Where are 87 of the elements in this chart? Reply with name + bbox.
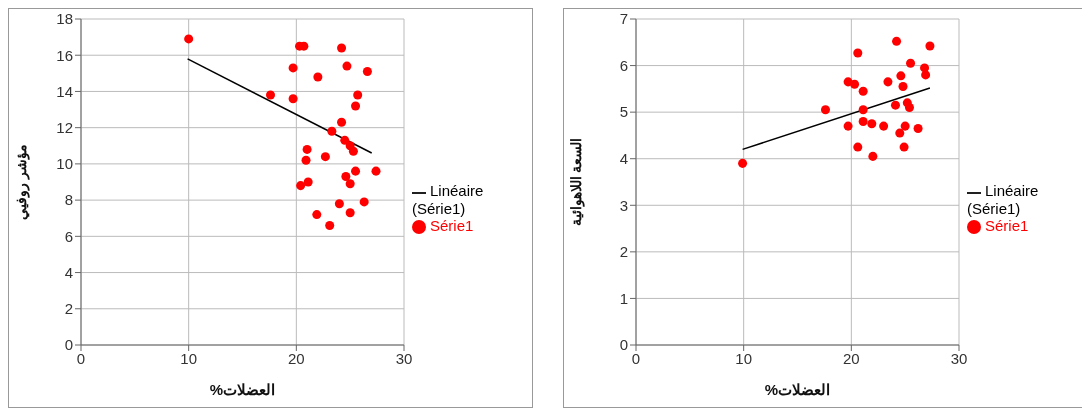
point [348,146,358,156]
point [342,61,352,71]
x-tick-label: 0 [76,349,86,367]
point [850,79,860,89]
point [320,152,330,162]
point [345,179,355,189]
x-tick-label: 20 [842,349,860,367]
point [853,48,863,58]
point [858,86,868,96]
point [867,119,877,129]
point [353,90,363,100]
y-tick-label: 18 [56,10,73,28]
y-tick-label: 0 [64,336,73,354]
y-tick-label: 10 [56,155,73,173]
x-tick-label: 0 [631,349,641,367]
x-axis-title: %العضلات [209,381,276,398]
point [288,63,298,73]
point [351,166,361,176]
point [892,36,902,46]
point [921,70,931,80]
point [896,71,906,81]
point [843,121,853,131]
x-tick-label: 30 [950,349,968,367]
y-tick-label: 7 [619,10,628,28]
legend-label: Linéaire (Série1) [412,182,484,217]
y-tick-label: 6 [64,227,73,245]
y-tick-label: 12 [56,118,73,136]
point [296,181,306,191]
point [913,123,923,133]
x-tick-label: 10 [735,349,753,367]
x-tick-label: 20 [287,349,305,367]
y-axis-title: السعة اللاهوائية [567,137,585,227]
point [904,102,914,112]
point [334,199,344,209]
point [303,177,313,187]
point [899,142,909,152]
point [337,43,347,53]
point [853,142,863,152]
y-tick-label: 16 [56,46,73,64]
point [868,151,878,161]
y-axis-title: مؤشر روفيي [12,144,30,220]
y-tick-label: 1 [619,289,628,307]
point [301,155,311,165]
y-tick-label: 14 [56,82,73,100]
point [302,144,312,154]
x-tick-label: 10 [180,349,198,367]
y-tick-label: 8 [64,191,73,209]
y-tick-label: 2 [619,243,628,261]
point [820,105,831,115]
legend-label: Série1 [985,216,1029,234]
point [265,90,276,100]
y-tick-label: 0 [619,336,628,354]
point [312,210,322,220]
point [313,72,323,82]
point [184,34,194,44]
point [858,116,868,126]
point [858,105,868,115]
y-tick-label: 3 [619,196,628,214]
legend-label: Série1 [430,216,474,234]
point [341,172,351,182]
point [337,117,347,127]
point [327,126,337,136]
y-tick-label: 4 [64,263,73,281]
x-axis-title: %العضلات [764,381,831,398]
point [906,58,916,68]
point [325,220,335,230]
y-tick-label: 2 [64,300,73,318]
point [898,82,908,92]
point [359,197,369,207]
point [925,41,935,51]
point [738,158,748,168]
x-tick-label: 30 [395,349,413,367]
point [351,101,361,111]
point [362,67,372,77]
point [900,121,910,131]
point [371,166,381,176]
point [345,208,355,218]
y-tick-label: 4 [619,150,628,168]
y-tick-label: 5 [619,103,628,121]
point [288,94,298,104]
legend-label: Linéaire (Série1) [967,182,1039,217]
point [879,121,889,131]
point [890,100,900,110]
point [883,77,893,87]
point [340,135,350,145]
y-tick-label: 6 [619,56,628,74]
point [895,128,905,138]
